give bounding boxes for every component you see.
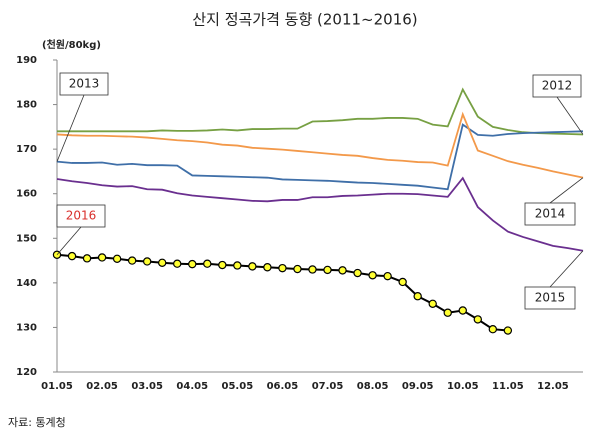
- point: [173, 259, 182, 268]
- series-line: [56, 123, 584, 191]
- point: [127, 256, 137, 265]
- point: [413, 292, 422, 301]
- callout-pointer: [56, 226, 82, 256]
- y-unit: (천원/80kg): [42, 38, 101, 51]
- y-tick-label: 130: [16, 322, 37, 333]
- y-tick-label: 160: [16, 189, 37, 200]
- y-tick-label: 140: [16, 278, 37, 289]
- point: [112, 254, 122, 263]
- point: [97, 253, 107, 262]
- callout-box: [532, 74, 582, 98]
- x-tick-label: 03.05: [131, 381, 163, 392]
- y-tick-label: 120: [16, 367, 37, 378]
- callout-pointer: [549, 250, 584, 288]
- point: [188, 259, 197, 269]
- x-tick-label: 05.05: [222, 381, 254, 392]
- callout-pointer: [549, 177, 584, 204]
- y-tick-label: 150: [16, 233, 37, 244]
- point: [353, 268, 362, 278]
- x-tick-label: 12.05: [537, 381, 569, 392]
- y-tick-label: 170: [16, 144, 37, 155]
- point: [458, 306, 467, 315]
- x-tick-label: 08.05: [357, 381, 389, 392]
- callout-pointer: [556, 96, 584, 135]
- series-line: [56, 111, 584, 179]
- point: [82, 254, 92, 263]
- point: [323, 265, 332, 275]
- point: [443, 308, 452, 317]
- point: [368, 271, 377, 280]
- x-tick-label: 11.05: [492, 381, 524, 392]
- point: [383, 271, 392, 281]
- callout-box: [59, 72, 109, 96]
- point: [338, 266, 347, 275]
- point: [398, 277, 407, 287]
- callout-box: [524, 286, 576, 310]
- callout-label: 2015: [535, 291, 566, 305]
- x-tick-label: 09.05: [402, 381, 434, 392]
- point: [248, 262, 257, 271]
- point: [428, 299, 437, 309]
- point: [263, 263, 272, 272]
- callout-label: 2016: [66, 209, 97, 223]
- point: [233, 261, 242, 270]
- chart-title: 산지 정곡가격 동향 (2011~2016): [192, 11, 417, 29]
- y-tick-label: 180: [16, 100, 37, 111]
- point: [157, 258, 167, 267]
- point: [473, 315, 482, 324]
- point: [278, 263, 287, 273]
- series-line: [57, 87, 584, 136]
- point: [293, 264, 302, 274]
- point: [488, 325, 498, 334]
- point: [67, 251, 77, 261]
- y-tick-label: 190: [16, 55, 37, 66]
- callout-label: 2012: [542, 79, 573, 93]
- callout-label: 2014: [535, 207, 566, 221]
- x-tick-label: 10.05: [447, 381, 479, 392]
- x-tick-label: 04.05: [176, 381, 208, 392]
- point: [503, 326, 513, 335]
- callout-pointer: [56, 94, 85, 162]
- source: 자료: 통계청: [8, 416, 66, 429]
- callout-label: 2013: [69, 77, 100, 91]
- x-tick-label: 01.05: [41, 381, 73, 392]
- point: [142, 257, 152, 266]
- series-line: [56, 176, 584, 252]
- point: [203, 259, 212, 268]
- callout-box: [524, 202, 576, 226]
- x-tick-label: 02.05: [86, 381, 118, 392]
- point: [218, 260, 227, 270]
- x-tick-label: 07.05: [312, 381, 344, 392]
- x-tick-label: 06.05: [267, 381, 299, 392]
- point: [308, 265, 317, 274]
- callout-box: [56, 204, 106, 228]
